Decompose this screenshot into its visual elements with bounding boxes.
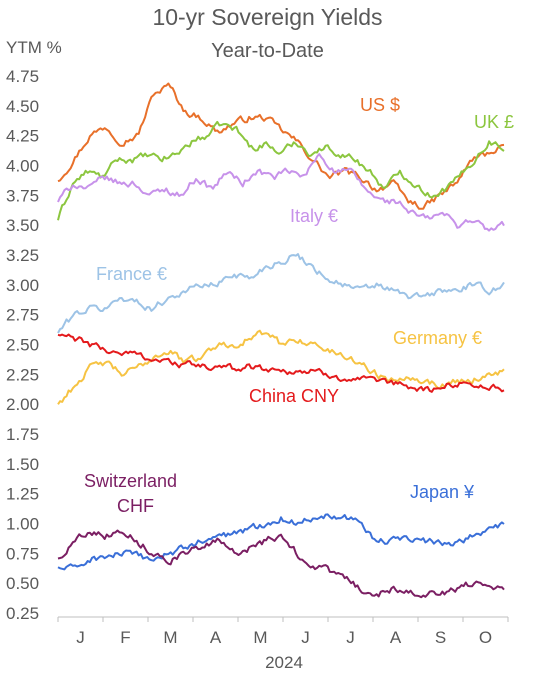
series-line-switzerland-chf — [57, 529, 505, 599]
y-tick-label: 3.00 — [6, 276, 39, 295]
y-tick-label: 0.50 — [6, 574, 39, 593]
x-tick-label: O — [479, 628, 492, 647]
y-tick-label: 0.25 — [6, 604, 39, 623]
label-germany: Germany € — [393, 328, 482, 348]
series-line-germany — [57, 329, 505, 405]
x-tick-label: A — [210, 628, 222, 647]
x-tick-label: S — [435, 628, 446, 647]
y-tick-label: 3.75 — [6, 186, 39, 205]
label-us: US $ — [360, 95, 400, 115]
x-tick-label: J — [346, 628, 355, 647]
x-tick-label: F — [120, 628, 130, 647]
y-tick-label: 3.25 — [6, 246, 39, 265]
x-axis-year-label: 2024 — [265, 653, 303, 672]
y-axis-label: YTM % — [6, 38, 62, 57]
x-tick-label: M — [253, 628, 267, 647]
series-line-japan — [57, 513, 505, 571]
y-tick-label: 0.75 — [6, 544, 39, 563]
label-switzerland: Switzerland — [84, 471, 177, 491]
series-line-us — [57, 82, 505, 210]
chart-title: 10-yr Sovereign Yields — [152, 4, 383, 30]
y-tick-label: 2.00 — [6, 395, 39, 414]
y-tick-label: 1.50 — [6, 455, 39, 474]
series-line-china-cny — [57, 333, 505, 393]
label-france: France € — [96, 264, 167, 284]
series-line-italy — [57, 153, 505, 232]
series-lines — [57, 82, 505, 599]
y-tick-label: 1.75 — [6, 425, 39, 444]
y-tick-label: 1.25 — [6, 485, 39, 504]
series-line-france — [57, 253, 505, 334]
y-tick-label: 4.50 — [6, 97, 39, 116]
series-line-uk — [57, 120, 505, 221]
y-tick-label: 1.00 — [6, 515, 39, 534]
y-tick-label: 4.25 — [6, 127, 39, 146]
label-china: China CNY — [249, 386, 339, 406]
y-tick-label: 2.50 — [6, 336, 39, 355]
label-uk: UK £ — [474, 112, 514, 132]
x-tick-label: J — [76, 628, 85, 647]
y-tick-label: 3.50 — [6, 216, 39, 235]
chart-subtitle: Year-to-Date — [211, 40, 324, 62]
y-tick-label: 4.75 — [6, 67, 39, 86]
y-tick-label: 2.75 — [6, 306, 39, 325]
y-tick-label: 2.25 — [6, 365, 39, 384]
y-axis: 4.75 4.50 4.25 4.00 3.75 3.50 3.25 3.00 2.75 2.50… — [6, 67, 39, 623]
x-tick-label: M — [163, 628, 177, 647]
label-japan: Japan ¥ — [410, 482, 475, 502]
x-tick-label: J — [301, 628, 310, 647]
series-labels: US $ UK £ Italy € France € Germany € Chi… — [84, 95, 514, 516]
y-tick-label: 4.00 — [6, 157, 39, 176]
label-chf: CHF — [117, 496, 154, 516]
label-italy: Italy € — [290, 206, 338, 226]
x-tick-label: A — [390, 628, 402, 647]
